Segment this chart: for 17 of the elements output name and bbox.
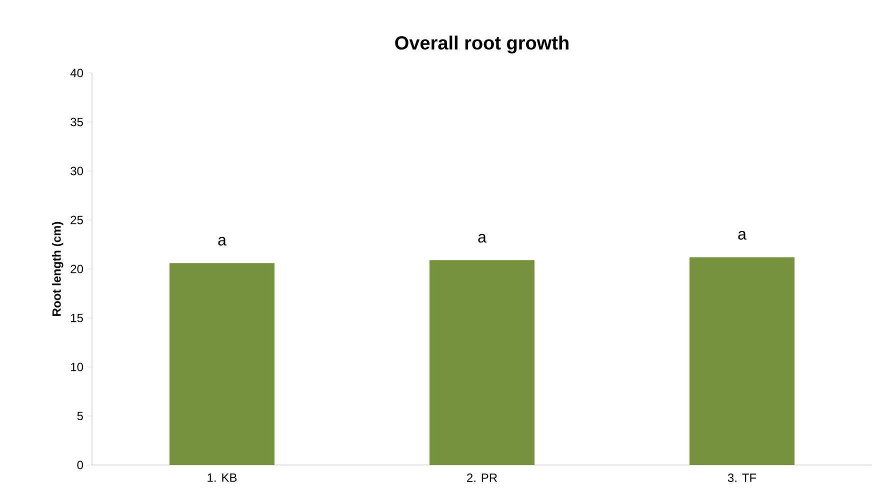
chart-title: Overall root growth: [395, 36, 568, 54]
x-tick-label: 1. KB: [208, 474, 237, 482]
annotation: a: [478, 234, 486, 243]
y-tick-label: 30: [70, 166, 84, 176]
x-tick-label: 3. TF: [728, 474, 756, 482]
x-tick-label: 2. PR: [467, 474, 498, 482]
y-tick-label: 40: [70, 68, 84, 78]
y-tick-label: 35: [70, 118, 83, 126]
y-tick-label: 25: [70, 216, 83, 224]
annotation: a: [738, 230, 746, 240]
y-tick-label: 5: [77, 412, 83, 420]
y-tick-label: 0: [77, 460, 84, 470]
y-tick-label: 20: [70, 264, 84, 274]
y-tick-label: 10: [71, 362, 84, 372]
y-tick-label: 15: [71, 314, 83, 322]
annotation: a: [218, 236, 226, 246]
y-axis-title: Root length (cm): [52, 222, 64, 316]
